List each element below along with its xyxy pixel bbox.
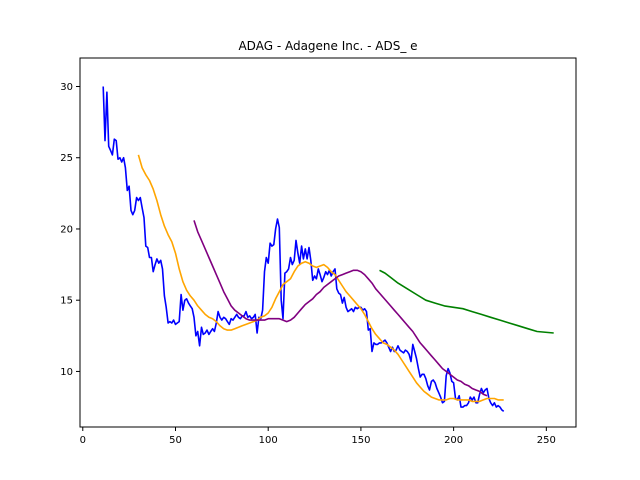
y-tick-label: 10 xyxy=(60,367,73,378)
x-tick-label: 100 xyxy=(259,435,278,446)
plot-area xyxy=(102,86,554,412)
y-tick-label: 20 xyxy=(60,224,73,235)
series-line-2 xyxy=(137,154,504,403)
series-line-3 xyxy=(193,220,488,397)
y-tick-label: 25 xyxy=(60,153,73,164)
x-tick-label: 200 xyxy=(444,435,463,446)
axis-ticks: 0 50 100 150 200 250 10 15 20 25 30 xyxy=(60,82,556,446)
y-tick-label: 30 xyxy=(60,82,73,93)
chart-title: ADAG - Adagene Inc. - ADS_ e xyxy=(238,39,417,53)
series-line-1 xyxy=(102,86,505,412)
axes-frame xyxy=(79,57,577,428)
x-tick-label: 50 xyxy=(169,435,182,446)
y-tick-label: 15 xyxy=(60,296,73,307)
x-tick-label: 150 xyxy=(351,435,370,446)
x-tick-label: 250 xyxy=(537,435,556,446)
series-line-4 xyxy=(379,269,554,334)
x-tick-label: 0 xyxy=(80,435,86,446)
